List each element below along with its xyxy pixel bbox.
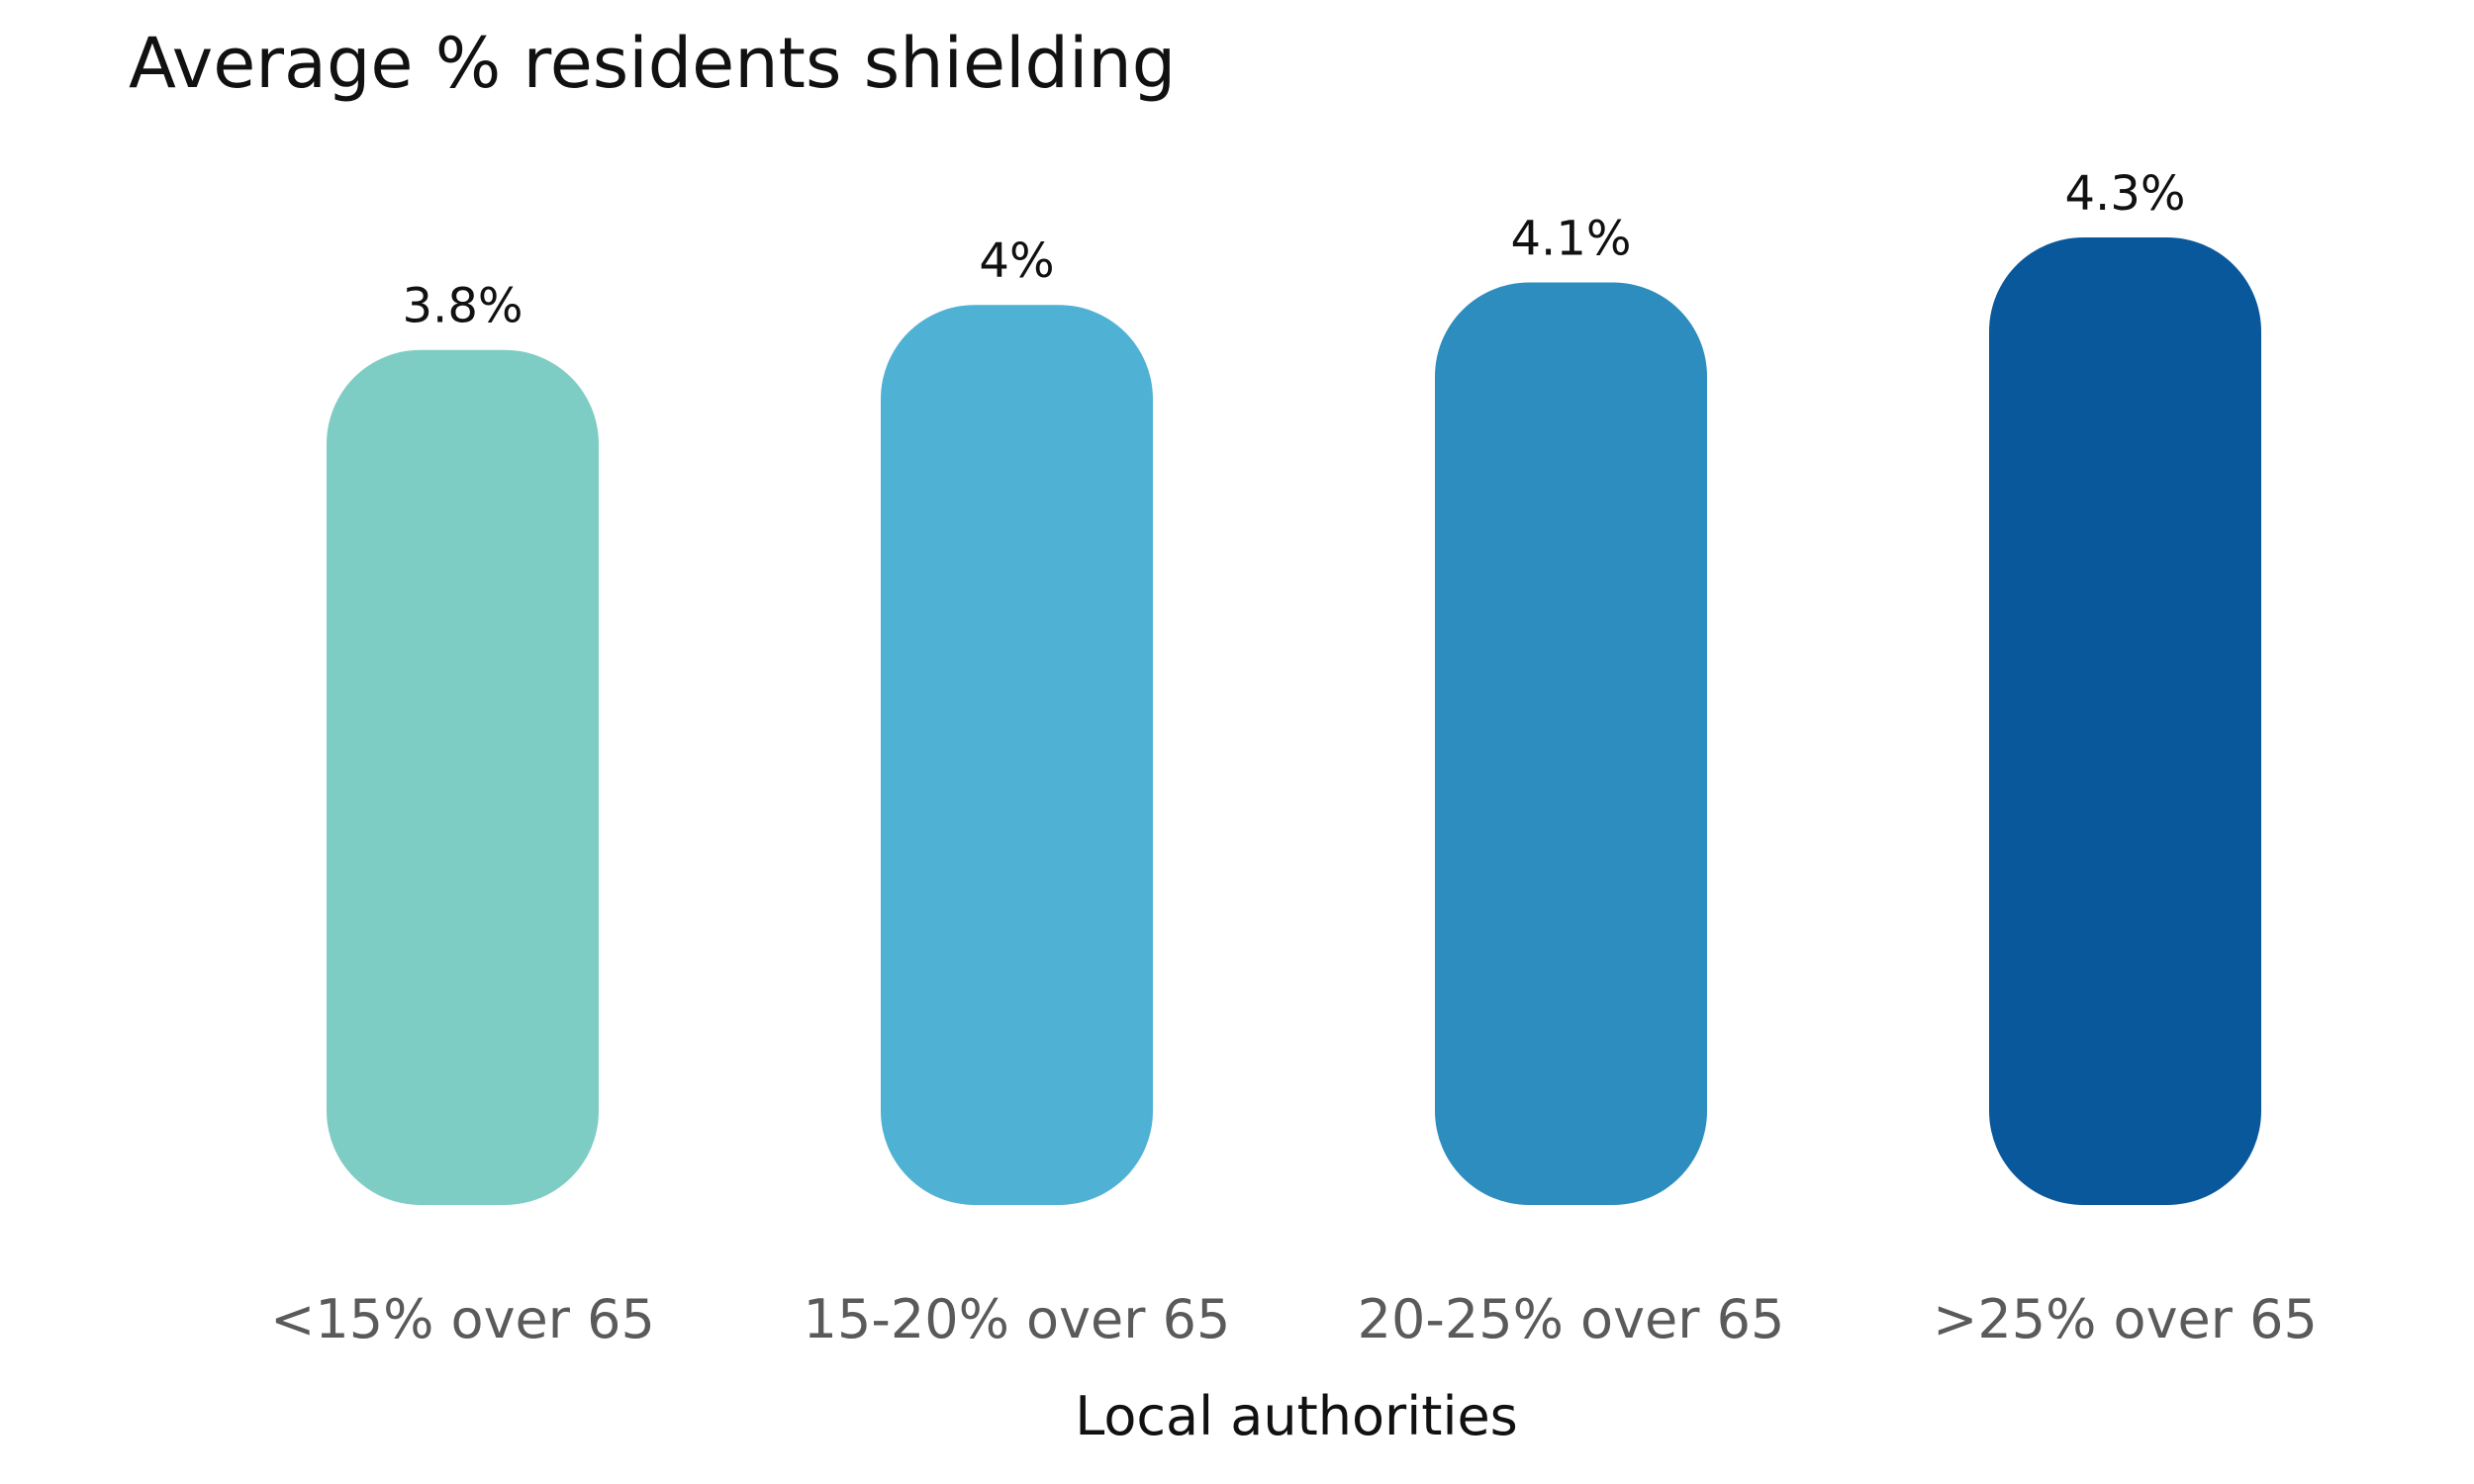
x-axis-label: Local authorities: [1075, 1385, 1518, 1447]
data-labels-group: 3.8% 4% 4.1% 4.3%: [403, 166, 2186, 334]
bar-2: [881, 305, 1153, 1205]
x-tick-label-2: 15-20% over 65: [804, 1288, 1231, 1350]
bar-3: [1435, 282, 1707, 1205]
data-label-1: 3.8%: [403, 279, 523, 334]
x-tick-label-3: 20-25% over 65: [1358, 1288, 1785, 1350]
x-tick-labels-group: <15% over 65 15-20% over 65 20-25% over 65…: [270, 1288, 2318, 1350]
data-label-4: 4.3%: [2065, 166, 2186, 222]
x-tick-label-1: <15% over 65: [270, 1288, 655, 1350]
data-label-2: 4%: [979, 233, 1054, 289]
bar-1: [327, 349, 599, 1205]
x-tick-label-4: >25% over 65: [1933, 1288, 2318, 1350]
bars-group: [327, 237, 2261, 1205]
bar-4: [1989, 237, 2261, 1205]
data-label-3: 4.1%: [1511, 211, 1632, 266]
chart-title: Average % residents shielding: [129, 23, 1176, 104]
